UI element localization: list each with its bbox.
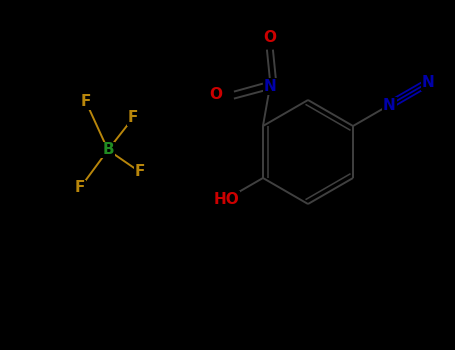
Text: O: O [209,87,222,102]
Text: O: O [263,30,277,45]
Text: F: F [81,94,91,110]
Text: F: F [75,181,85,196]
Text: N: N [383,98,396,112]
Text: B: B [102,142,114,158]
Text: F: F [135,164,145,180]
Text: N: N [422,75,435,90]
Text: N: N [263,79,276,94]
Text: F: F [128,111,138,126]
Text: HO: HO [214,191,239,206]
